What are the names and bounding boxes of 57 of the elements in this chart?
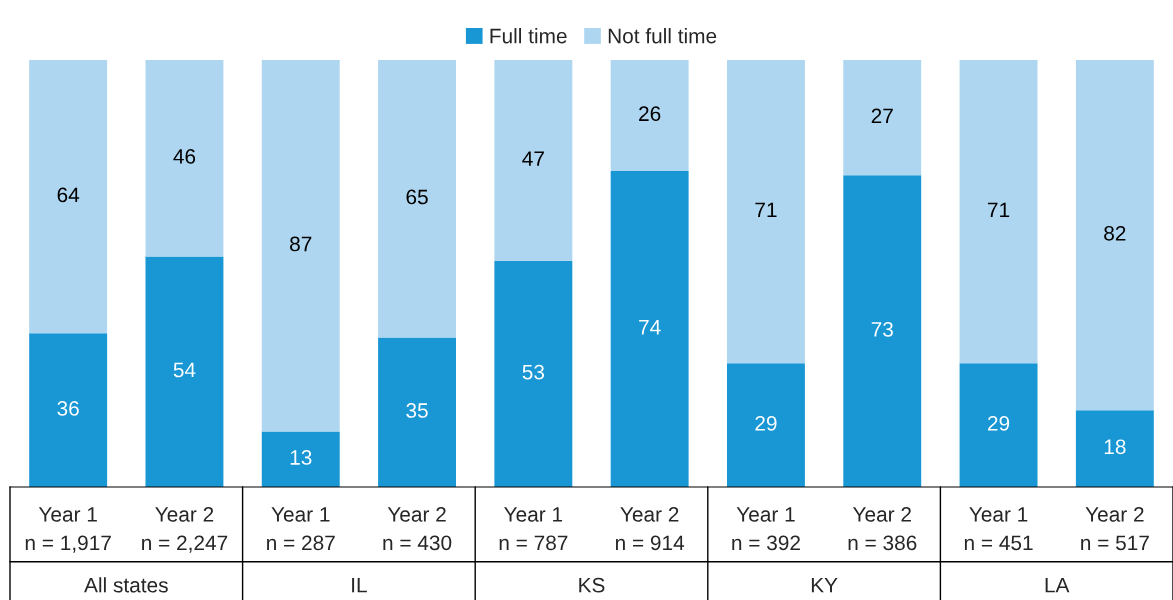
data-label: 73 (871, 321, 893, 337)
x-tick-label: Year 1 n = 392 (732, 507, 800, 551)
bar (378, 337, 457, 487)
data-label: 71 (988, 202, 1010, 217)
bar (261, 60, 340, 432)
bar (726, 363, 805, 487)
bar (261, 431, 340, 487)
bar (494, 60, 573, 261)
bar (494, 260, 573, 487)
bar (145, 60, 224, 257)
text: IL (352, 577, 367, 593)
bar (378, 60, 457, 338)
data-label: 29 (988, 415, 1010, 431)
bar (1075, 60, 1154, 411)
text: KY (811, 577, 838, 593)
data-label: 53 (522, 364, 545, 380)
data-label: 26 (639, 106, 661, 122)
bar (610, 60, 689, 172)
x-tick-label: Year 2 n = 2,247 (142, 506, 228, 553)
bar (843, 60, 922, 176)
bar (726, 60, 805, 364)
x-tick-label: Year 1 n = 787 (499, 507, 568, 551)
data-label: 47 (522, 151, 544, 166)
data-label: 36 (57, 400, 79, 416)
data-label: 87 (290, 236, 312, 252)
data-label: 64 (57, 187, 80, 203)
data-label: 18 (1104, 439, 1126, 455)
x-tick-label: Year 1 n = 287 (267, 507, 335, 551)
text: KS (579, 577, 605, 593)
data-label: 71 (755, 202, 777, 217)
x-tick-label: Year 2 n = 517 (1081, 506, 1149, 551)
bar (610, 171, 689, 487)
x-tick-label: Year 2 n = 386 (848, 506, 917, 551)
x-tick-label: Year 1 n = 1,917 (25, 507, 111, 553)
data-label: 35 (406, 403, 428, 418)
x-tick-label: Year 1 n = 451 (964, 507, 1033, 551)
legend-label: Full time (490, 28, 567, 44)
bar (959, 363, 1038, 487)
text: All states (84, 577, 168, 593)
data-label: 54 (173, 362, 196, 378)
legend-label: Not full time (608, 28, 717, 44)
data-label: 46 (173, 149, 196, 164)
bar (29, 60, 108, 334)
x-tick-label: Year 2 n = 430 (383, 506, 452, 551)
data-label: 27 (871, 108, 893, 124)
data-label: 74 (639, 320, 661, 335)
bar (1075, 410, 1154, 487)
bar (843, 175, 922, 487)
data-label: 82 (1104, 225, 1126, 241)
data-label: 65 (406, 189, 428, 205)
bar (959, 60, 1038, 364)
data-label: 29 (755, 415, 777, 431)
bar (29, 333, 108, 487)
data-label: 13 (290, 450, 312, 465)
bar (145, 256, 224, 487)
x-tick-label: Year 2 n = 914 (615, 506, 685, 551)
text: LA (1045, 577, 1070, 593)
